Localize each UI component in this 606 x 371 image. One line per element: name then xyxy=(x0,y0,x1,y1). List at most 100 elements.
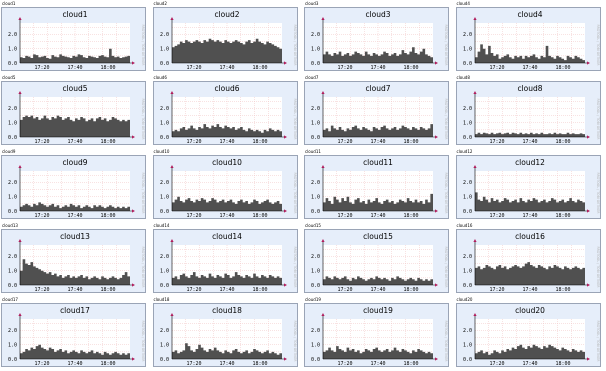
x-tick-label: 18:00 xyxy=(555,361,570,367)
y-tick-label: 0.0 xyxy=(311,61,320,67)
chart-svg: cloud3 0.0 1.0 2.0 17:20 17:40 18:00 RRDTOOL / … xyxy=(304,7,449,71)
area-series xyxy=(171,343,282,359)
side-watermark: RRDTOOL / TOBI OETIKER xyxy=(596,246,600,288)
y-tick-label: 1.0 xyxy=(311,195,320,201)
y-tick-label: 1.0 xyxy=(8,343,17,349)
x-tick-label: 17:40 xyxy=(522,139,537,145)
chart-cell: cloud2 cloud2 0.0 1.0 2.0 17:20 17:40 18:00 RRDT… xyxy=(152,1,298,71)
chart-cell: cloud9 cloud9 0.0 1.0 2.0 17:20 17:40 18:00 RRDT… xyxy=(1,149,146,219)
chart-cell-label: cloud12 xyxy=(456,149,473,154)
side-watermark: RRDTOOL / TOBI OETIKER xyxy=(141,24,145,66)
chart-cell: cloud20 cloud20 0.0 1.0 2.0 17:20 17:40 18:00 RR… xyxy=(455,297,601,367)
chart-title: cloud18 xyxy=(212,306,242,315)
y-tick-label: 0.0 xyxy=(462,61,471,67)
x-tick-label: 18:00 xyxy=(403,287,418,293)
y-axis-arrow xyxy=(169,239,174,242)
y-axis-arrow xyxy=(321,165,325,168)
chart-title: cloud11 xyxy=(363,158,393,167)
y-tick-label: 1.0 xyxy=(462,121,471,127)
chart-svg: cloud15 0.0 1.0 2.0 17:20 17:40 18:00 RRDTOOL /… xyxy=(304,229,449,293)
y-tick-label: 2.0 xyxy=(462,106,471,112)
x-axis-arrow xyxy=(435,357,438,361)
x-tick-label: 17:20 xyxy=(34,139,49,145)
y-axis-arrow xyxy=(472,165,477,168)
chart-cell-label: cloud18 xyxy=(153,297,170,302)
chart-cell: cloud3 cloud3 0.0 1.0 2.0 17:20 17:40 18:00 RRDT… xyxy=(304,1,449,71)
chart-svg: cloud4 0.0 1.0 2.0 17:20 17:40 18:00 RRDTOOL / … xyxy=(455,7,601,71)
chart-svg: cloud1 0.0 1.0 2.0 17:20 17:40 18:00 RRDTOOL / … xyxy=(1,7,146,71)
y-tick-label: 2.0 xyxy=(311,180,320,186)
y-tick-label: 0.0 xyxy=(8,135,17,141)
x-axis-arrow xyxy=(283,61,287,65)
chart-svg: cloud8 0.0 1.0 2.0 17:20 17:40 18:00 RRDTOOL / … xyxy=(455,81,601,145)
x-tick-label: 17:40 xyxy=(219,361,234,367)
x-axis-arrow xyxy=(435,209,438,213)
y-axis-arrow xyxy=(321,313,325,316)
chart-title: cloud13 xyxy=(60,232,90,241)
y-tick-label: 2.0 xyxy=(311,328,320,334)
area-series xyxy=(474,344,585,359)
chart-cell-label: cloud19 xyxy=(305,297,321,302)
y-tick-label: 2.0 xyxy=(462,32,471,38)
x-axis-arrow xyxy=(586,135,590,139)
x-axis-arrow xyxy=(283,135,287,139)
chart-cell-label: cloud15 xyxy=(305,223,321,228)
y-tick-label: 0.0 xyxy=(462,209,471,215)
x-tick-label: 17:20 xyxy=(489,139,504,145)
y-tick-label: 1.0 xyxy=(8,121,17,127)
chart-cell-label: cloud4 xyxy=(456,1,470,6)
x-axis-arrow xyxy=(132,357,135,361)
x-tick-label: 17:40 xyxy=(522,213,537,219)
x-tick-label: 18:00 xyxy=(252,213,267,219)
x-tick-label: 17:20 xyxy=(186,65,201,71)
x-tick-label: 18:00 xyxy=(403,213,418,219)
chart-cell: cloud11 cloud11 0.0 1.0 2.0 17:20 17:40 18:00 RR… xyxy=(304,149,449,219)
chart-cell: cloud10 cloud10 0.0 1.0 2.0 17:20 17:40 18:00 RR… xyxy=(152,149,298,219)
y-tick-label: 2.0 xyxy=(8,254,17,260)
y-axis-arrow xyxy=(321,239,325,242)
side-watermark: RRDTOOL / TOBI OETIKER xyxy=(444,320,448,362)
y-axis-arrow xyxy=(321,17,325,20)
y-tick-label: 1.0 xyxy=(462,195,471,201)
y-tick-label: 0.0 xyxy=(159,209,168,215)
side-watermark: RRDTOOL / TOBI OETIKER xyxy=(596,320,600,362)
chart-svg: cloud10 0.0 1.0 2.0 17:20 17:40 18:00 RRDTOOL /… xyxy=(152,155,298,219)
chart-svg: cloud14 0.0 1.0 2.0 17:20 17:40 18:00 RRDTOOL /… xyxy=(152,229,298,293)
chart-cell: cloud4 cloud4 0.0 1.0 2.0 17:20 17:40 18:00 RRDT… xyxy=(455,1,601,71)
x-tick-label: 18:00 xyxy=(100,287,115,293)
x-axis-arrow xyxy=(586,61,590,65)
chart-title: cloud1 xyxy=(62,10,87,19)
x-tick-label: 17:20 xyxy=(337,361,352,367)
x-tick-label: 18:00 xyxy=(100,213,115,219)
side-watermark: RRDTOOL / TOBI OETIKER xyxy=(293,24,297,66)
side-watermark: RRDTOOL / TOBI OETIKER xyxy=(596,172,600,214)
chart-title: cloud14 xyxy=(212,232,242,241)
area-series xyxy=(20,344,130,359)
x-axis-arrow xyxy=(283,209,287,213)
x-tick-label: 18:00 xyxy=(555,213,570,219)
area-series xyxy=(20,202,130,211)
x-tick-label: 17:20 xyxy=(489,361,504,367)
chart-cell-label: cloud8 xyxy=(456,75,470,80)
side-watermark: RRDTOOL / TOBI OETIKER xyxy=(444,98,448,140)
side-watermark: RRDTOOL / TOBI OETIKER xyxy=(141,172,145,214)
y-tick-label: 1.0 xyxy=(8,269,17,275)
side-watermark: RRDTOOL / TOBI OETIKER xyxy=(293,246,297,288)
x-axis-arrow xyxy=(435,283,438,287)
x-tick-label: 18:00 xyxy=(100,139,115,145)
chart-svg: cloud18 0.0 1.0 2.0 17:20 17:40 18:00 RRDTOOL /… xyxy=(152,303,298,367)
y-tick-label: 0.0 xyxy=(462,135,471,141)
chart-cell-label: cloud16 xyxy=(456,223,473,228)
side-watermark: RRDTOOL / TOBI OETIKER xyxy=(141,320,145,362)
chart-title: cloud9 xyxy=(62,158,87,167)
x-tick-label: 17:20 xyxy=(337,287,352,293)
side-watermark: RRDTOOL / TOBI OETIKER xyxy=(596,24,600,66)
y-tick-label: 0.0 xyxy=(8,61,17,67)
chart-svg: cloud6 0.0 1.0 2.0 17:20 17:40 18:00 RRDTOOL / … xyxy=(152,81,298,145)
chart-svg: cloud19 0.0 1.0 2.0 17:20 17:40 18:00 RRDTOOL /… xyxy=(304,303,449,367)
y-tick-label: 2.0 xyxy=(8,180,17,186)
y-axis-arrow xyxy=(18,313,22,316)
y-tick-label: 2.0 xyxy=(159,106,168,112)
chart-cell: cloud7 cloud7 0.0 1.0 2.0 17:20 17:40 18:00 RRDT… xyxy=(304,75,449,145)
area-series xyxy=(323,346,433,359)
